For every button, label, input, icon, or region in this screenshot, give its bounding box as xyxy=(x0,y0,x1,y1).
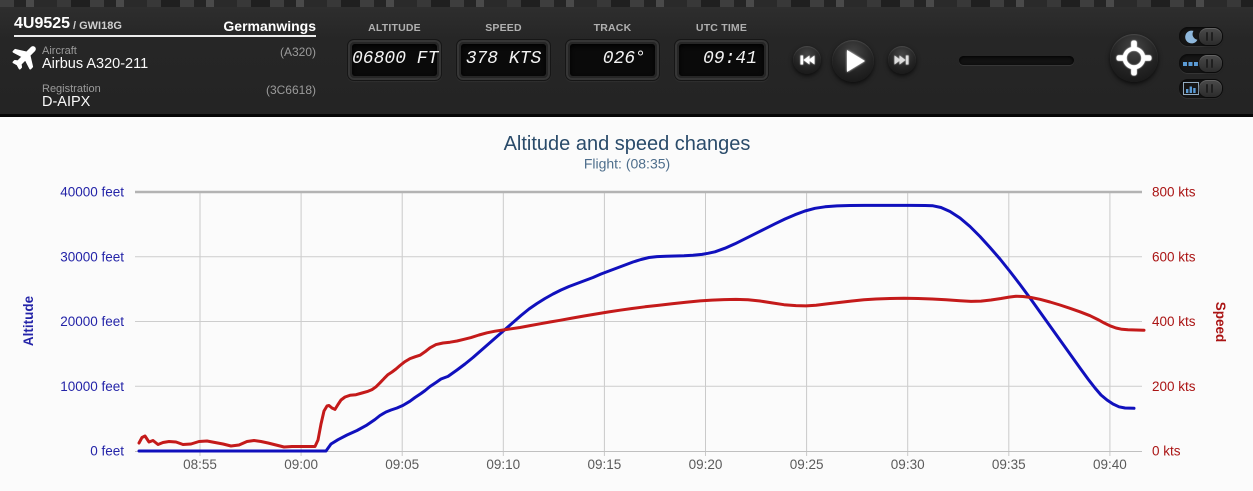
svg-text:400 kts: 400 kts xyxy=(1152,314,1196,329)
svg-text:09:25: 09:25 xyxy=(790,457,824,472)
svg-text:20000 feet: 20000 feet xyxy=(60,314,124,329)
svg-text:10000 feet: 10000 feet xyxy=(60,379,124,394)
svg-text:0 kts: 0 kts xyxy=(1152,444,1181,459)
svg-text:09:20: 09:20 xyxy=(689,457,723,472)
svg-text:Altitude: Altitude xyxy=(21,295,36,346)
svg-text:800 kts: 800 kts xyxy=(1152,185,1196,200)
svg-text:09:10: 09:10 xyxy=(486,457,520,472)
svg-text:08:55: 08:55 xyxy=(183,457,217,472)
svg-text:30000 feet: 30000 feet xyxy=(60,249,124,264)
svg-text:09:30: 09:30 xyxy=(891,457,925,472)
svg-text:Flight: (08:35): Flight: (08:35) xyxy=(584,156,670,172)
svg-text:40000 feet: 40000 feet xyxy=(60,185,124,200)
svg-text:09:00: 09:00 xyxy=(284,457,318,472)
svg-text:09:35: 09:35 xyxy=(992,457,1026,472)
svg-text:600 kts: 600 kts xyxy=(1152,249,1196,264)
svg-text:09:40: 09:40 xyxy=(1093,457,1127,472)
svg-text:Speed: Speed xyxy=(1213,302,1228,343)
svg-text:200 kts: 200 kts xyxy=(1152,379,1196,394)
svg-text:0 feet: 0 feet xyxy=(90,444,124,459)
svg-text:Altitude and speed changes: Altitude and speed changes xyxy=(504,133,751,155)
svg-text:09:15: 09:15 xyxy=(588,457,622,472)
svg-text:09:05: 09:05 xyxy=(385,457,419,472)
